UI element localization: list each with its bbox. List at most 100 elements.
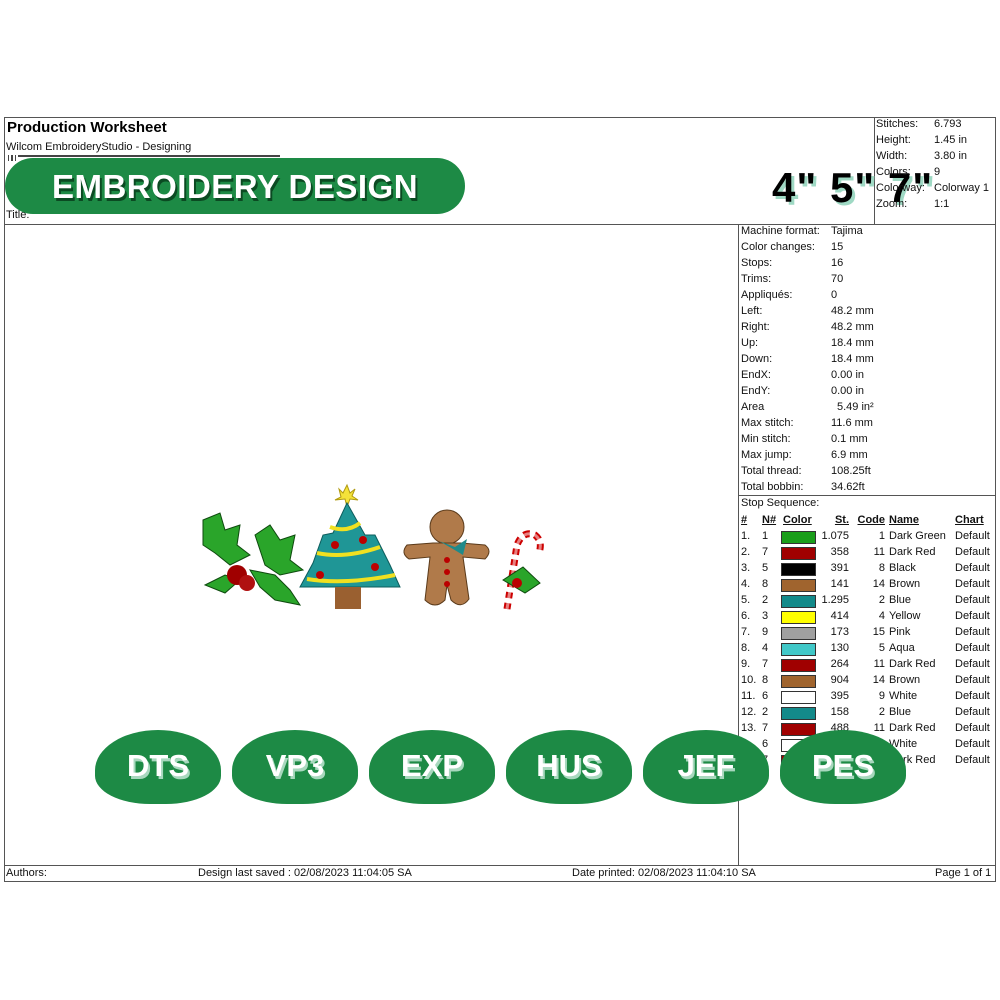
row-index: 12. [741, 706, 757, 718]
info-label: Stops: [741, 257, 773, 269]
info-value: 11.6 mm [831, 417, 873, 429]
row-name: White [889, 738, 918, 750]
info-value: 0 [831, 289, 838, 301]
color-swatch [781, 563, 816, 576]
row-chart: Default [955, 530, 990, 542]
border [995, 117, 996, 882]
row-index: 10. [741, 674, 757, 686]
row-chart: Default [955, 626, 990, 638]
badge-label: VP3 [265, 748, 325, 783]
row-name: Dark Red [889, 658, 936, 670]
info-value: 70 [831, 273, 844, 285]
row-name: Brown [889, 674, 921, 686]
summary-value: 1:1 [934, 198, 950, 210]
row-index: 11. [741, 690, 756, 702]
last-saved: Design last saved : 02/08/2023 11:04:05 … [198, 867, 412, 879]
info-value: 18.4 mm [831, 337, 874, 349]
row-name: Dark Red [889, 722, 936, 734]
format-badge: EXP [369, 730, 495, 804]
row-code: 14 [872, 578, 885, 590]
row-stitches: 141 [830, 578, 849, 590]
info-value: Tajima [831, 225, 863, 237]
border [4, 117, 5, 882]
row-stitches: 173 [830, 626, 849, 638]
info-label: Max stitch: [741, 417, 794, 429]
row-needle: 2 [762, 594, 769, 606]
row-needle: 7 [762, 722, 769, 734]
info-label: Area [741, 401, 765, 413]
row-name: Yellow [889, 610, 921, 622]
color-swatch [781, 659, 816, 672]
summary-label: Width: [876, 150, 908, 162]
format-badge: PES [780, 730, 906, 804]
row-code: 5 [878, 642, 885, 654]
info-label: Appliqués: [741, 289, 793, 301]
design-preview [202, 483, 544, 610]
row-stitches: 130 [830, 642, 849, 654]
info-label: Trims: [741, 273, 772, 285]
format-badge: HUS [506, 730, 632, 804]
row-chart: Default [955, 594, 990, 606]
info-value: 15 [831, 241, 844, 253]
info-label: Right: [741, 321, 770, 333]
row-code: 2 [878, 706, 885, 718]
row-needle: 3 [762, 610, 769, 622]
summary-label: Stitches: [876, 118, 919, 130]
summary-label: Colors: [876, 166, 911, 178]
badge-label: EXP [400, 748, 464, 783]
table-header: Code [857, 514, 886, 526]
row-name: Aqua [889, 642, 915, 654]
row-name: Black [889, 562, 916, 574]
row-index: 2. [741, 546, 751, 558]
date-printed: Date printed: 02/08/2023 11:04:10 SA [572, 867, 756, 879]
color-swatch [781, 547, 816, 560]
info-label: EndX: [741, 369, 771, 381]
row-stitches: 1.295 [821, 594, 849, 606]
row-index: 5. [741, 594, 751, 606]
divider [4, 224, 996, 225]
row-code: 15 [872, 626, 885, 638]
page-number: Page 1 of 1 [935, 867, 992, 879]
color-swatch [781, 579, 816, 592]
row-code: 4 [878, 610, 885, 622]
row-index: 4. [741, 578, 751, 590]
info-value: 5.49 in² [837, 401, 874, 413]
row-code: 1 [878, 530, 885, 542]
row-code: 2 [878, 594, 885, 606]
row-index: 1. [741, 530, 751, 542]
info-value: 6.9 mm [831, 449, 868, 461]
info-label: Down: [741, 353, 773, 365]
info-label: Machine format: [741, 225, 820, 237]
row-chart: Default [955, 706, 990, 718]
row-stitches: 158 [830, 706, 849, 718]
border [4, 117, 996, 118]
border [4, 881, 996, 882]
row-stitches: 904 [830, 674, 849, 686]
row-chart: Default [955, 754, 990, 766]
banner: EMBROIDERY DESIGN [5, 158, 465, 214]
badge-label: PES [811, 748, 875, 783]
format-badge: VP3 [232, 730, 358, 804]
row-chart: Default [955, 546, 990, 558]
divider [738, 495, 996, 496]
row-needle: 5 [762, 562, 769, 574]
divider [4, 865, 996, 866]
info-label: Up: [741, 337, 759, 349]
info-value: 0.00 in [831, 369, 865, 381]
divider [874, 117, 875, 224]
row-needle: 2 [762, 706, 769, 718]
info-label: Min stitch: [741, 433, 791, 445]
row-needle: 7 [762, 658, 769, 670]
tree [299, 483, 401, 609]
row-stitches: 414 [830, 610, 849, 622]
color-swatch [781, 643, 816, 656]
summary-label: Zoom: [876, 198, 908, 210]
row-stitches: 264 [830, 658, 849, 670]
format-badge: DTS [95, 730, 221, 804]
row-stitches: 395 [830, 690, 849, 702]
barcode [8, 155, 280, 161]
row-needle: 9 [762, 626, 769, 638]
row-chart: Default [955, 738, 990, 750]
info-label: EndY: [741, 385, 771, 397]
